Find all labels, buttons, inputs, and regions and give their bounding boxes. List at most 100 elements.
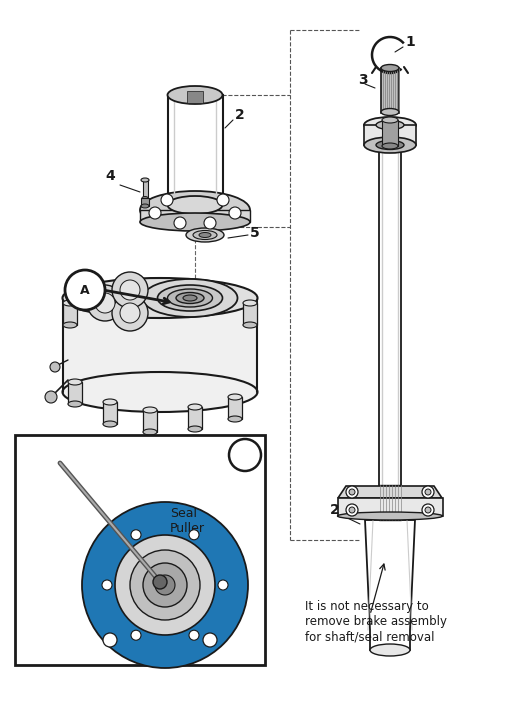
Ellipse shape — [382, 117, 398, 123]
Circle shape — [50, 362, 60, 372]
Ellipse shape — [370, 644, 410, 656]
Ellipse shape — [143, 429, 157, 435]
Circle shape — [229, 439, 261, 471]
Polygon shape — [365, 520, 415, 650]
Ellipse shape — [381, 108, 399, 116]
Circle shape — [97, 517, 233, 653]
Text: 1: 1 — [405, 35, 415, 49]
Circle shape — [422, 486, 434, 498]
Circle shape — [425, 507, 431, 513]
Ellipse shape — [176, 293, 204, 303]
Bar — [15, 435, 265, 665]
Ellipse shape — [167, 196, 222, 214]
Circle shape — [120, 280, 140, 300]
Ellipse shape — [68, 379, 82, 385]
Circle shape — [349, 489, 355, 495]
Bar — [243, 303, 257, 325]
Ellipse shape — [63, 372, 257, 412]
Text: 4: 4 — [105, 169, 115, 183]
Ellipse shape — [193, 230, 217, 240]
Circle shape — [82, 502, 248, 668]
Text: 2: 2 — [235, 108, 245, 122]
Circle shape — [87, 285, 123, 321]
Ellipse shape — [140, 191, 250, 229]
Circle shape — [425, 489, 431, 495]
Polygon shape — [187, 91, 203, 103]
Ellipse shape — [141, 178, 149, 182]
Circle shape — [102, 580, 112, 590]
Circle shape — [229, 207, 241, 219]
Ellipse shape — [167, 289, 213, 307]
Circle shape — [95, 293, 115, 313]
Ellipse shape — [364, 117, 416, 133]
Text: 5: 5 — [250, 226, 260, 240]
Ellipse shape — [376, 121, 404, 130]
Circle shape — [149, 207, 161, 219]
Ellipse shape — [188, 404, 202, 410]
Ellipse shape — [243, 300, 257, 306]
Bar — [103, 402, 117, 424]
Bar — [364, 125, 416, 145]
Circle shape — [131, 630, 141, 640]
Circle shape — [204, 217, 216, 229]
Ellipse shape — [157, 285, 222, 311]
Circle shape — [189, 530, 199, 540]
Circle shape — [346, 504, 358, 516]
Ellipse shape — [243, 322, 257, 328]
Ellipse shape — [183, 295, 197, 301]
Text: A: A — [80, 284, 90, 296]
Circle shape — [217, 194, 229, 206]
Ellipse shape — [376, 140, 404, 150]
Ellipse shape — [142, 196, 148, 199]
Ellipse shape — [143, 407, 157, 413]
Circle shape — [161, 194, 173, 206]
Ellipse shape — [186, 228, 224, 242]
Ellipse shape — [143, 279, 238, 317]
Ellipse shape — [338, 512, 442, 520]
Ellipse shape — [228, 394, 242, 400]
Circle shape — [115, 535, 215, 635]
Circle shape — [103, 633, 117, 647]
Ellipse shape — [141, 204, 149, 208]
Ellipse shape — [140, 213, 250, 231]
Ellipse shape — [188, 426, 202, 432]
Bar — [379, 145, 401, 490]
Bar — [140, 210, 250, 222]
Text: A: A — [241, 450, 250, 460]
Bar — [143, 410, 157, 432]
Circle shape — [130, 550, 200, 620]
Ellipse shape — [103, 421, 117, 427]
Circle shape — [65, 270, 105, 310]
Circle shape — [143, 563, 187, 607]
Ellipse shape — [68, 401, 82, 407]
Circle shape — [349, 507, 355, 513]
Circle shape — [174, 217, 186, 229]
Circle shape — [218, 580, 228, 590]
Circle shape — [346, 486, 358, 498]
Bar — [143, 180, 148, 198]
Ellipse shape — [199, 233, 211, 238]
Bar — [168, 95, 223, 205]
Bar — [63, 298, 258, 393]
Ellipse shape — [63, 300, 77, 306]
Ellipse shape — [103, 399, 117, 405]
Circle shape — [112, 295, 148, 331]
Ellipse shape — [228, 416, 242, 422]
Bar — [141, 198, 149, 206]
Circle shape — [45, 391, 57, 403]
Bar — [381, 68, 399, 113]
Circle shape — [155, 575, 175, 595]
Text: It is not necessary to
remove brake assembly
for shaft/seal removal: It is not necessary to remove brake asse… — [305, 600, 447, 643]
Bar — [68, 382, 82, 404]
Ellipse shape — [382, 143, 398, 149]
Circle shape — [112, 272, 148, 308]
Ellipse shape — [381, 65, 399, 72]
Bar — [188, 407, 202, 429]
Ellipse shape — [63, 278, 257, 318]
Circle shape — [131, 530, 141, 540]
Text: Seal
Puller: Seal Puller — [170, 507, 205, 535]
Ellipse shape — [364, 137, 416, 153]
Circle shape — [120, 303, 140, 323]
Bar — [228, 397, 242, 419]
Polygon shape — [338, 486, 442, 498]
